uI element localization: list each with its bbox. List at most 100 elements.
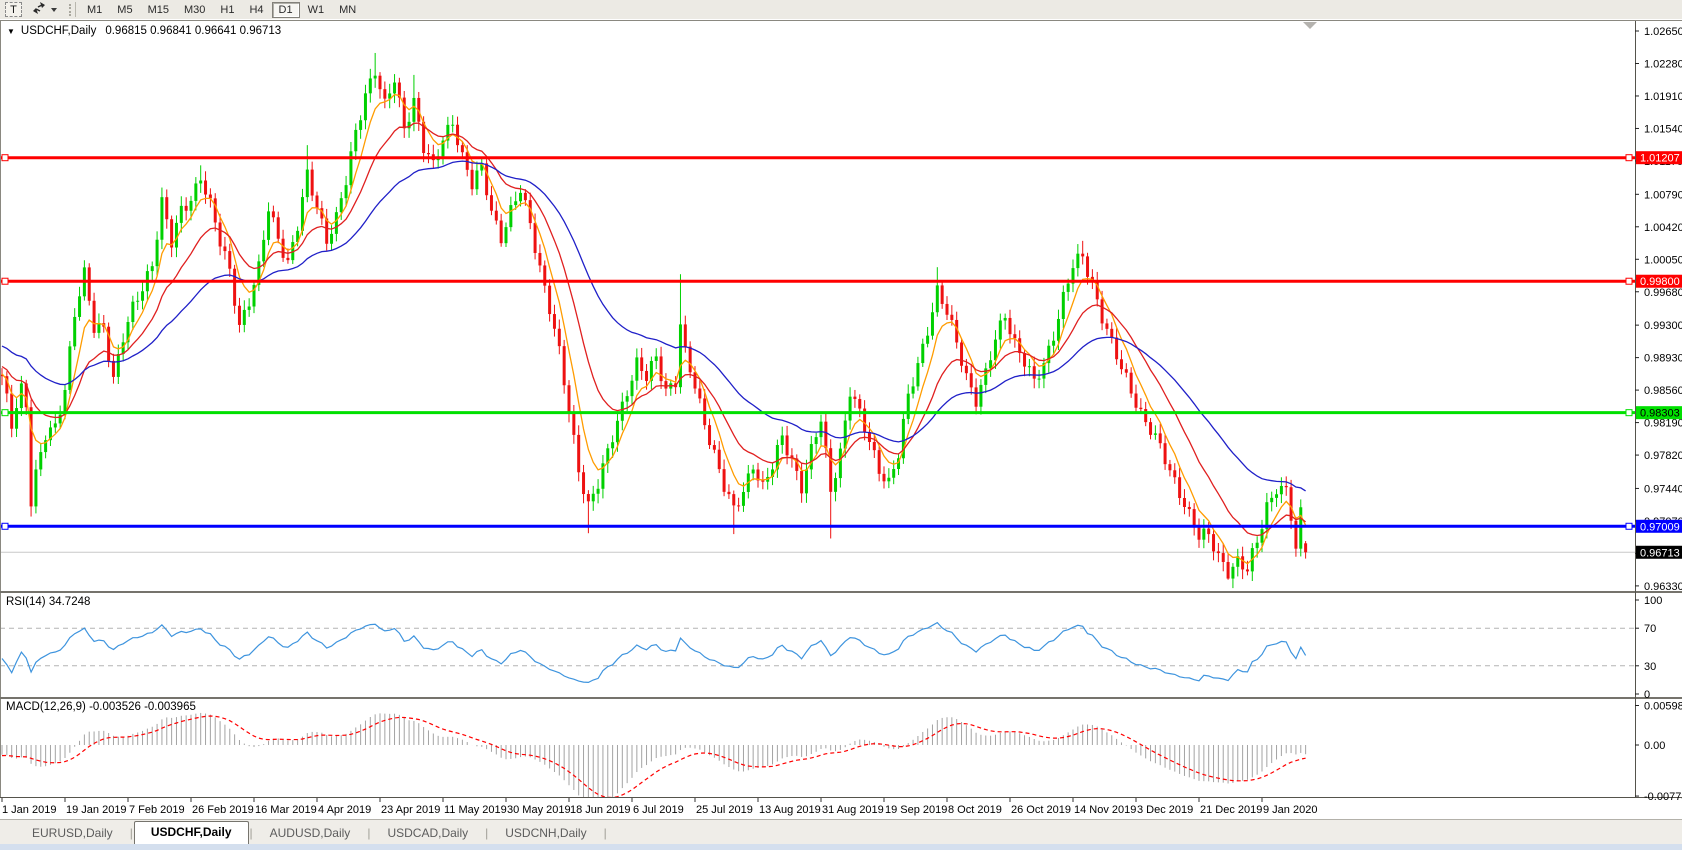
bid-price-tag [1636,545,1682,559]
svg-text:25 Jul 2019: 25 Jul 2019 [696,804,753,816]
svg-text:0.97820: 0.97820 [1644,450,1682,462]
svg-text:0.97440: 0.97440 [1644,483,1682,495]
svg-text:0.005986: 0.005986 [1644,700,1682,712]
status-bar [0,844,1682,850]
ohlc-values: 0.96815 0.96841 0.96641 0.96713 [105,25,282,37]
svg-text:0.00: 0.00 [1644,740,1665,752]
svg-text:13 Aug 2019: 13 Aug 2019 [759,804,821,816]
macd-label: MACD(12,26,9) -0.003526 -0.003965 [6,701,196,713]
hline-handle [1,409,9,417]
svg-text:-0.007737: -0.007737 [1644,791,1682,803]
svg-text:0: 0 [1644,689,1650,701]
text-tool-button[interactable]: T [5,2,22,17]
tab-separator: | [367,826,371,840]
arrows-tool-button[interactable] [30,2,48,17]
svg-text:1.02280: 1.02280 [1644,58,1682,70]
svg-text:1.00420: 1.00420 [1644,222,1682,234]
svg-text:26 Oct 2019: 26 Oct 2019 [1011,804,1071,816]
svg-text:0.98930: 0.98930 [1644,353,1682,365]
svg-text:16 Mar 2019: 16 Mar 2019 [255,804,317,816]
hline-handle [1,522,9,530]
shift-marker-icon [1303,22,1317,29]
price-tag-0.98303 [1636,406,1682,420]
timeframe-button-m5[interactable]: M5 [110,2,139,18]
svg-text:0.98190: 0.98190 [1644,418,1682,430]
macd-histogram [1,712,1307,797]
svg-text:1.01540: 1.01540 [1644,123,1682,135]
symbol-label: USDCHF,Daily [20,25,97,37]
svg-text:30: 30 [1644,661,1656,673]
ma-slow-line [1,160,1306,492]
tab-separator: | [485,826,489,840]
tab-usdcnh-daily[interactable]: USDCNH,Daily [505,826,587,840]
svg-text:0.97009: 0.97009 [1640,521,1680,533]
svg-text:11 May 2019: 11 May 2019 [444,804,507,816]
toolbar-grip[interactable] [69,3,71,16]
tab-separator: | [249,826,253,840]
timeframe-button-m1[interactable]: M1 [80,2,109,18]
chart-dropdown-icon[interactable]: ▼ [7,26,15,36]
svg-text:14 Nov 2019: 14 Nov 2019 [1074,804,1136,816]
double-arrow-icon [32,2,46,17]
price-tag-0.99800 [1636,274,1682,288]
svg-text:70: 70 [1644,623,1656,635]
tab-eurusd-daily[interactable]: EURUSD,Daily [32,826,113,840]
svg-text:100: 100 [1644,595,1662,607]
candles [0,52,1308,589]
svg-text:1.01910: 1.01910 [1644,91,1682,103]
timeframe-button-mn[interactable]: MN [332,2,363,18]
toolbar: T M1 M5 M15 M30 H1 H4 D1 W1 MN [0,0,1682,19]
chart-title: ▼ USDCHF,Daily 0.96815 0.96841 0.96641 0… [7,25,281,37]
svg-text:1.00050: 1.00050 [1644,254,1682,266]
timeframe-button-h1[interactable]: H1 [213,2,241,18]
timeframe-button-h4[interactable]: H4 [242,2,270,18]
symbol-tabbar: EURUSD,Daily | USDCHF,Daily | AUDUSD,Dai… [0,819,1682,844]
timeframe-button-m30[interactable]: M30 [177,2,212,18]
hline-handle [1625,277,1633,285]
price-tag-1.01207 [1636,151,1682,165]
svg-text:0.98303: 0.98303 [1640,408,1680,420]
toolbar-separator [75,2,76,17]
svg-text:18 Jun 2019: 18 Jun 2019 [570,804,631,816]
svg-text:26 Feb 2019: 26 Feb 2019 [192,804,254,816]
tab-audusd-daily[interactable]: AUDUSD,Daily [269,826,351,840]
svg-text:0.96330: 0.96330 [1644,581,1682,593]
svg-text:3 Dec 2019: 3 Dec 2019 [1137,804,1193,816]
svg-text:0.96713: 0.96713 [1640,547,1680,559]
svg-text:1.00790: 1.00790 [1644,189,1682,201]
svg-text:31 Aug 2019: 31 Aug 2019 [822,804,884,816]
tab-usdcad-daily[interactable]: USDCAD,Daily [387,826,469,840]
svg-text:0.99680: 0.99680 [1644,287,1682,299]
svg-text:4 Apr 2019: 4 Apr 2019 [318,804,371,816]
ma-mid-line [1,122,1306,537]
tab-separator: | [129,826,133,840]
svg-text:7 Feb 2019: 7 Feb 2019 [129,804,185,816]
svg-text:1.01207: 1.01207 [1640,153,1680,165]
svg-text:0.98560: 0.98560 [1644,385,1682,397]
hline-handle [1625,522,1633,530]
hline-handle [1,154,9,162]
hline-handle [1625,154,1633,162]
svg-text:23 Apr 2019: 23 Apr 2019 [381,804,440,816]
timeframe-button-m15[interactable]: M15 [141,2,176,18]
tab-separator: | [603,826,607,840]
dropdown-caret-icon[interactable] [51,7,57,12]
macd-signal-line [1,715,1306,797]
svg-text:9 Jan 2020: 9 Jan 2020 [1263,804,1317,816]
svg-text:19 Sep 2019: 19 Sep 2019 [885,804,947,816]
svg-text:19 Jan 2019: 19 Jan 2019 [66,804,127,816]
svg-text:30 May 2019: 30 May 2019 [507,804,571,816]
timeframe-button-d1[interactable]: D1 [271,1,300,18]
rsi-label: RSI(14) 34.7248 [6,596,91,608]
tab-usdchf-daily[interactable]: USDCHF,Daily [133,821,249,844]
svg-text:6 Jul 2019: 6 Jul 2019 [633,804,684,816]
price-tag-0.97009 [1636,519,1682,533]
svg-text:21 Dec 2019: 21 Dec 2019 [1200,804,1262,816]
ma-fast-line [1,93,1307,565]
hline-handle [1,277,9,285]
svg-text:1 Jan 2019: 1 Jan 2019 [2,804,56,816]
timeframe-button-w1[interactable]: W1 [301,2,332,18]
rsi-line [1,621,1307,684]
